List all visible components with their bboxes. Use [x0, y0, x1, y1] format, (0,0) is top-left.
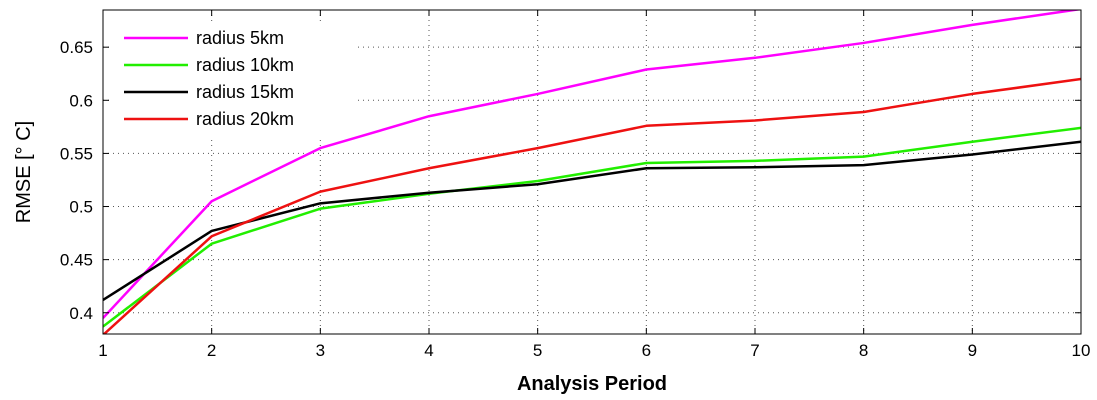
x-tick-label: 8 [859, 341, 868, 360]
legend-box [110, 22, 355, 136]
legend-entry: radius 10km [124, 55, 294, 75]
legend-label: radius 15km [196, 82, 294, 102]
grid-lines [103, 10, 1081, 334]
plot-frame [102, 9, 1082, 335]
y-tick-label: 0.65 [60, 38, 93, 57]
series-line-4 [103, 77, 1081, 334]
y-tick-label: 0.6 [69, 91, 93, 110]
x-tick-label: 9 [968, 341, 977, 360]
x-tick-label: 6 [642, 341, 651, 360]
x-tick-label: 3 [316, 341, 325, 360]
x-tick-label: 5 [533, 341, 542, 360]
series-lines [103, 10, 1081, 334]
y-tick-label: 0.45 [60, 251, 93, 270]
y-tick-label: 0.4 [69, 304, 93, 323]
x-tick-label: 10 [1072, 341, 1091, 360]
series-line-2 [103, 126, 1081, 328]
x-axis-title: Analysis Period [517, 373, 667, 395]
x-tick-label: 1 [98, 341, 107, 360]
y-tick-label: 0.55 [60, 144, 93, 163]
legend-entry: radius 5km [124, 28, 284, 48]
legend-label: radius 20km [196, 109, 294, 129]
legend-entry: radius 15km [124, 82, 294, 102]
axis-ticks: 1 2 3 4 5 6 7 8 9 10 0.4 0.45 0.5 0.55 0.6 0.65 [60, 10, 1091, 360]
x-tick-label: 7 [750, 341, 759, 360]
series-line-1 [103, 10, 1081, 319]
series-line-3 [103, 140, 1081, 302]
legend: radius 5km radius 10km radius 15km radius 2… [110, 22, 355, 136]
y-axis-title: RMSE [° C] [13, 121, 35, 223]
x-tick-label: 4 [424, 341, 433, 360]
legend-label: radius 5km [196, 28, 284, 48]
legend-label: radius 10km [196, 55, 294, 75]
legend-entry: radius 20km [124, 109, 294, 129]
y-tick-label: 0.5 [69, 198, 93, 217]
x-tick-label: 2 [207, 341, 216, 360]
